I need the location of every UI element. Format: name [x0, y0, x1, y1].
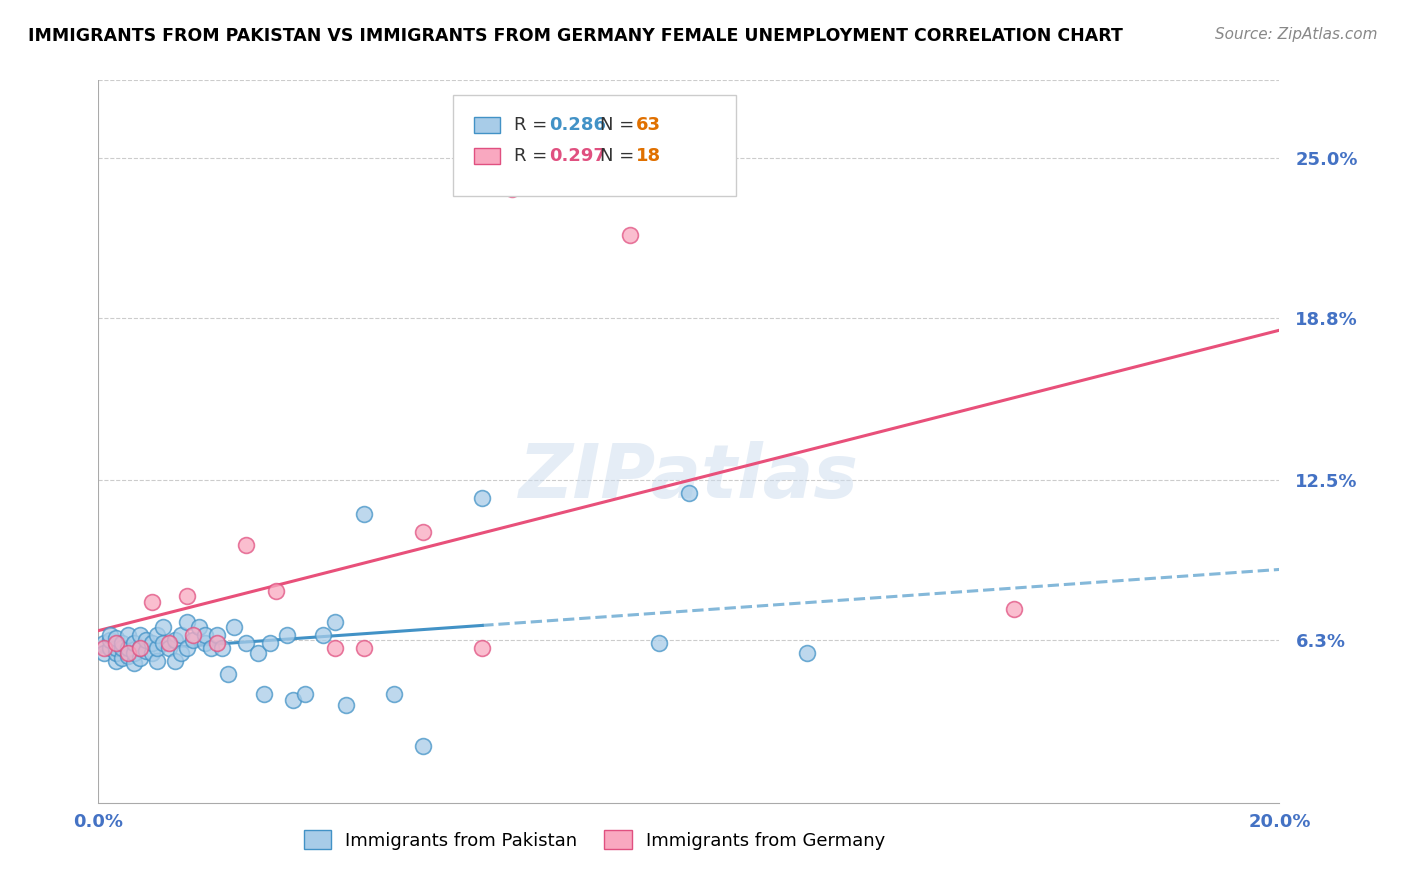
- Point: [235, 636, 257, 650]
- Point: [165, 633, 187, 648]
- Point: [283, 692, 305, 706]
- Point: [111, 651, 134, 665]
- Point: [105, 654, 128, 668]
- FancyBboxPatch shape: [474, 117, 501, 133]
- Point: [253, 687, 276, 701]
- Point: [128, 628, 150, 642]
- Point: [135, 643, 157, 657]
- Point: [141, 646, 163, 660]
- Point: [353, 640, 375, 655]
- Text: R =: R =: [515, 147, 553, 165]
- Point: [165, 654, 187, 668]
- Text: Source: ZipAtlas.com: Source: ZipAtlas.com: [1215, 27, 1378, 42]
- Point: [98, 628, 121, 642]
- Point: [312, 628, 335, 642]
- Point: [170, 646, 193, 660]
- Point: [146, 628, 169, 642]
- Point: [194, 636, 217, 650]
- Text: IMMIGRANTS FROM PAKISTAN VS IMMIGRANTS FROM GERMANY FEMALE UNEMPLOYMENT CORRELAT: IMMIGRANTS FROM PAKISTAN VS IMMIGRANTS F…: [28, 27, 1123, 45]
- Point: [117, 648, 139, 663]
- Point: [105, 636, 128, 650]
- Point: [200, 640, 222, 655]
- Point: [93, 640, 115, 655]
- Point: [246, 646, 269, 660]
- Text: 0.286: 0.286: [550, 116, 606, 134]
- Text: N =: N =: [600, 147, 640, 165]
- Point: [412, 739, 434, 753]
- Text: 0.297: 0.297: [550, 147, 606, 165]
- Point: [93, 646, 115, 660]
- Point: [264, 584, 287, 599]
- Point: [122, 636, 145, 650]
- Point: [111, 636, 134, 650]
- Point: [412, 524, 434, 539]
- Point: [105, 640, 128, 655]
- Point: [471, 640, 494, 655]
- Point: [157, 636, 180, 650]
- Point: [135, 633, 157, 648]
- Point: [111, 640, 134, 655]
- Point: [382, 687, 405, 701]
- Point: [117, 628, 139, 642]
- Point: [259, 636, 281, 650]
- Point: [146, 640, 169, 655]
- Point: [224, 620, 246, 634]
- Point: [128, 640, 150, 655]
- Point: [98, 640, 121, 655]
- FancyBboxPatch shape: [474, 148, 501, 164]
- Point: [176, 590, 198, 604]
- Point: [235, 538, 257, 552]
- Point: [117, 646, 139, 660]
- Point: [157, 640, 180, 655]
- Point: [335, 698, 357, 712]
- Point: [217, 666, 239, 681]
- Point: [170, 628, 193, 642]
- Point: [678, 486, 700, 500]
- Point: [98, 633, 121, 648]
- Text: R =: R =: [515, 116, 553, 134]
- Point: [471, 491, 494, 506]
- Point: [105, 646, 128, 660]
- Point: [141, 636, 163, 650]
- Point: [122, 646, 145, 660]
- Point: [122, 657, 145, 671]
- Point: [353, 507, 375, 521]
- Point: [648, 636, 671, 650]
- Point: [294, 687, 316, 701]
- Point: [194, 628, 217, 642]
- Point: [276, 628, 298, 642]
- Point: [146, 654, 169, 668]
- Point: [1002, 602, 1025, 616]
- Point: [176, 640, 198, 655]
- Point: [152, 620, 174, 634]
- Text: ZIPatlas: ZIPatlas: [519, 442, 859, 514]
- Point: [501, 182, 523, 196]
- Point: [181, 633, 204, 648]
- Text: 18: 18: [636, 147, 661, 165]
- Point: [117, 640, 139, 655]
- FancyBboxPatch shape: [453, 95, 737, 196]
- Point: [141, 594, 163, 608]
- Point: [128, 651, 150, 665]
- Point: [619, 228, 641, 243]
- Point: [211, 640, 233, 655]
- Point: [205, 628, 228, 642]
- Text: 63: 63: [636, 116, 661, 134]
- Point: [323, 640, 346, 655]
- Point: [205, 636, 228, 650]
- Point: [93, 636, 115, 650]
- Text: N =: N =: [600, 116, 640, 134]
- Legend: Immigrants from Pakistan, Immigrants from Germany: Immigrants from Pakistan, Immigrants fro…: [295, 822, 894, 859]
- Point: [152, 636, 174, 650]
- Point: [176, 615, 198, 630]
- Point: [105, 631, 128, 645]
- Point: [181, 628, 204, 642]
- Point: [796, 646, 818, 660]
- Point: [128, 640, 150, 655]
- Point: [323, 615, 346, 630]
- Point: [187, 620, 209, 634]
